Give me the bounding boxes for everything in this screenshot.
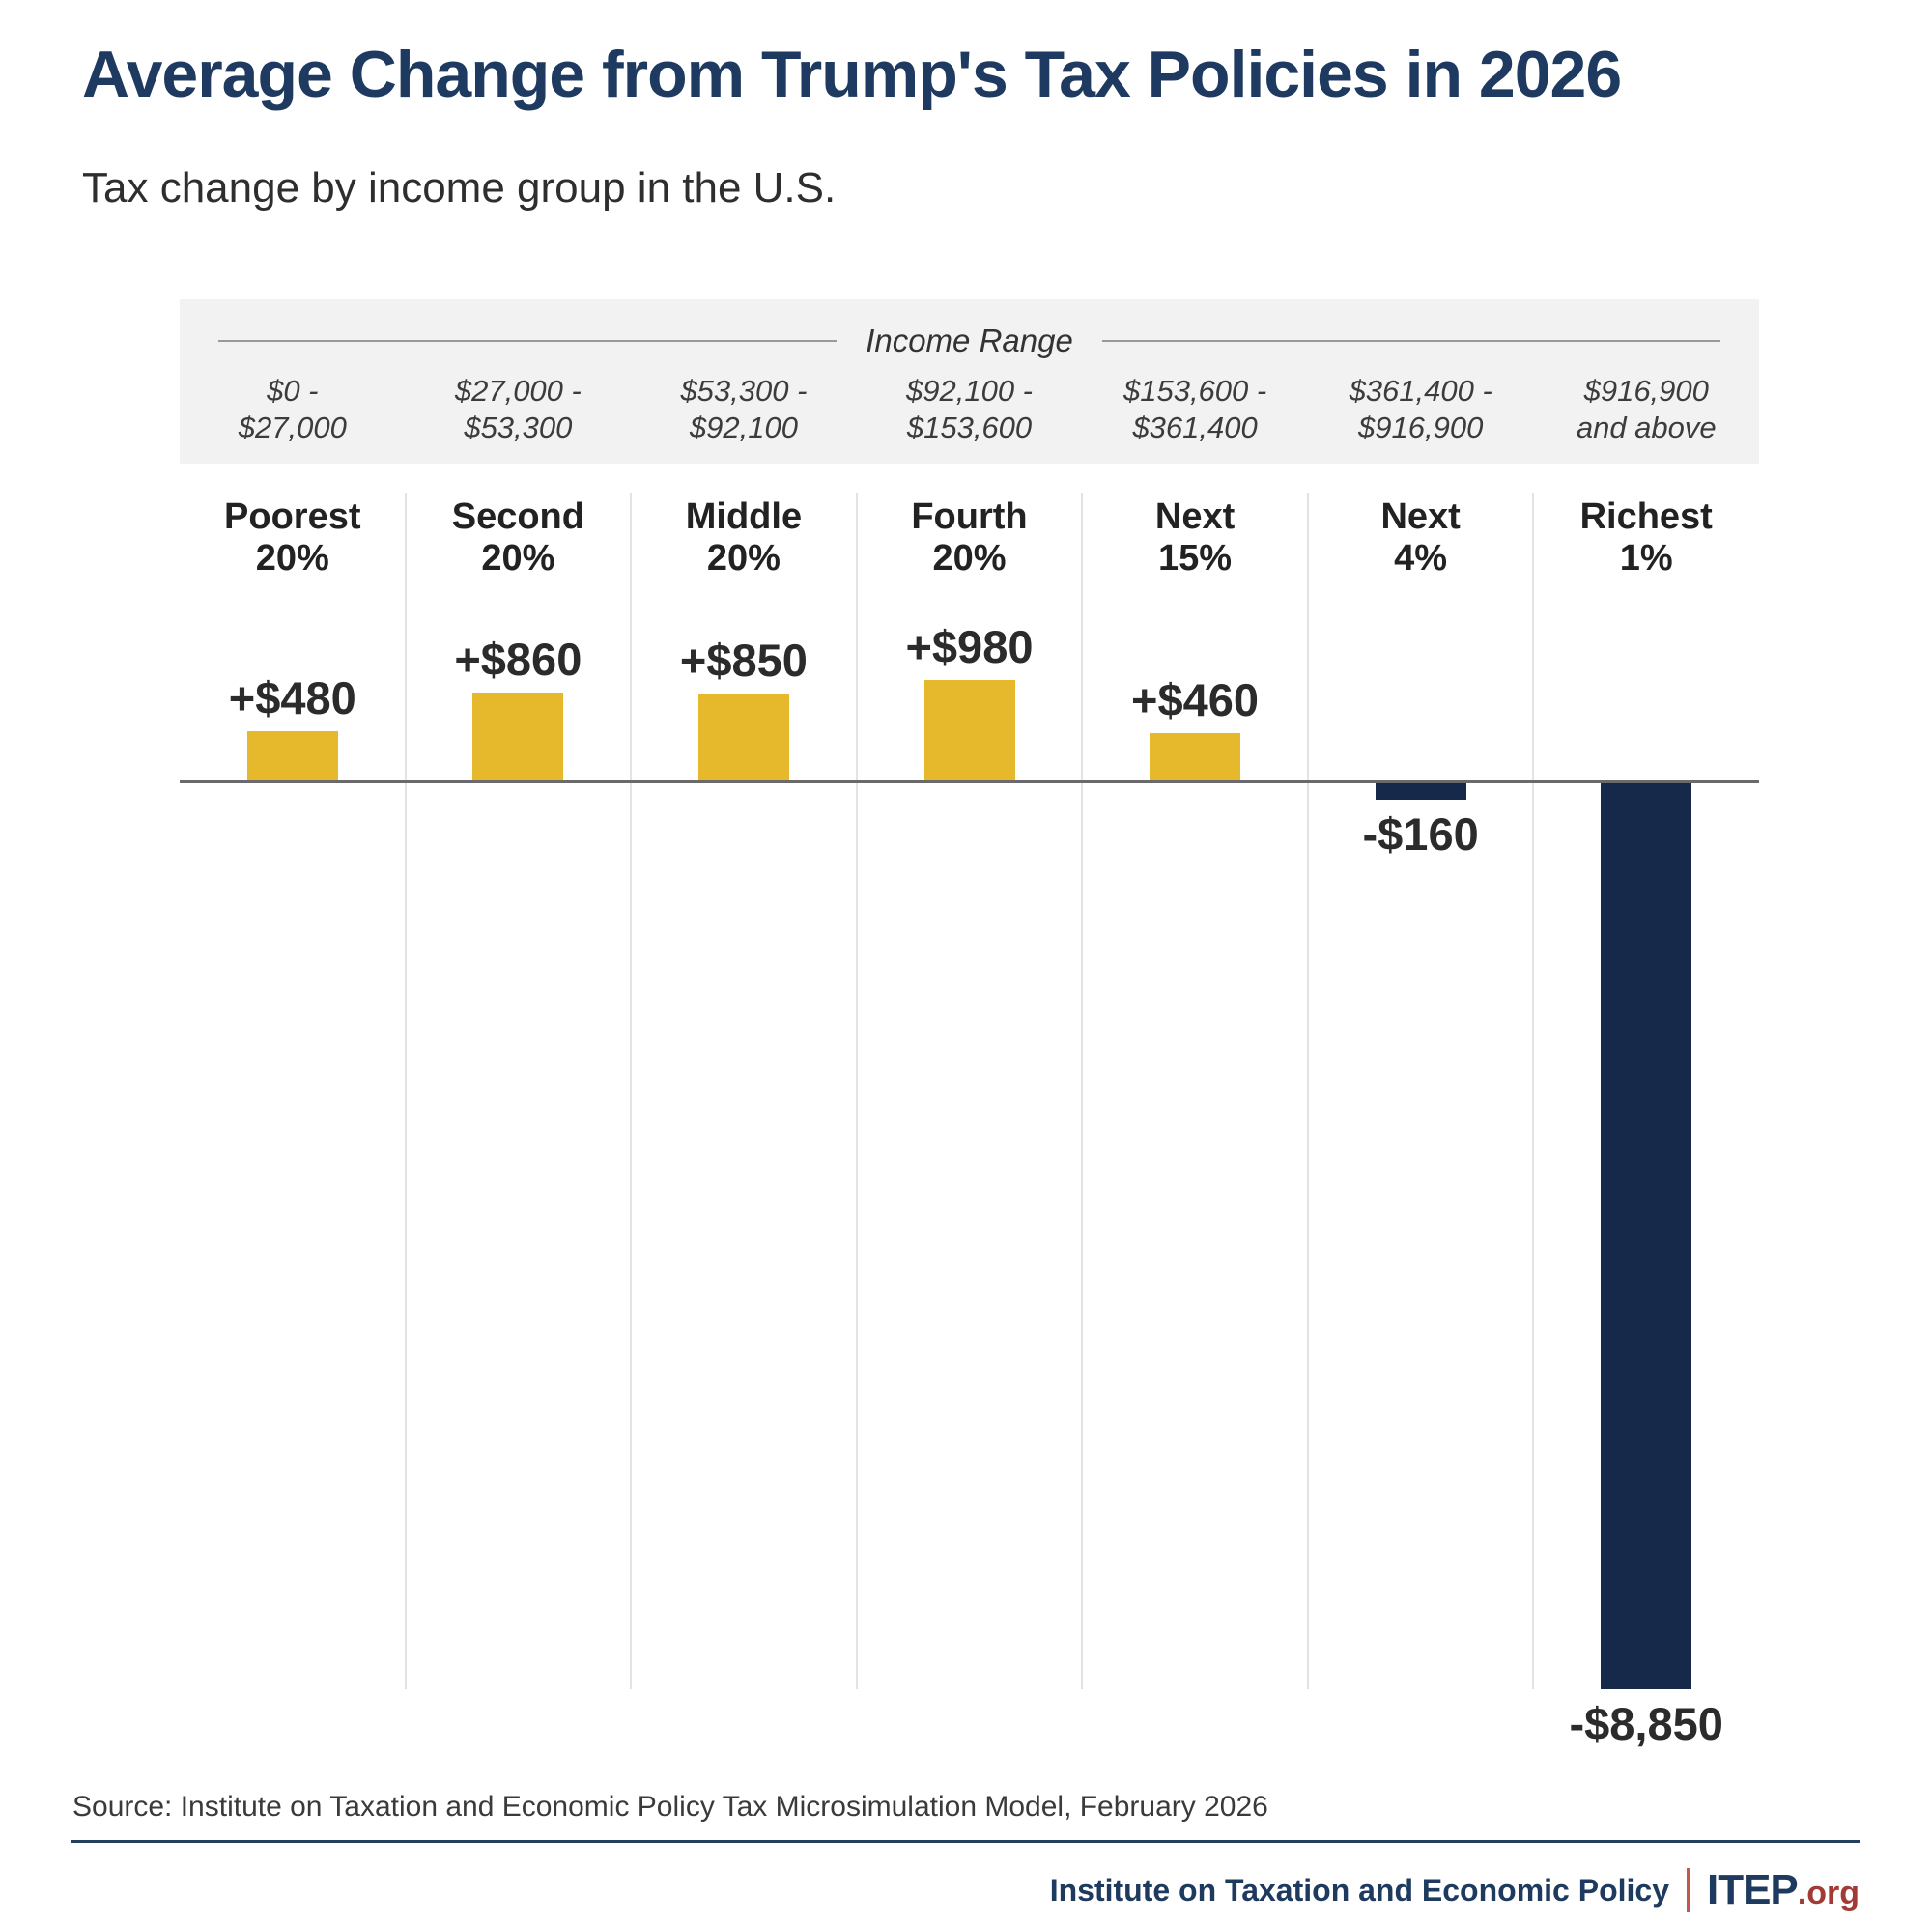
footer-branding: Institute on Taxation and Economic Polic… <box>1050 1866 1860 1914</box>
income-range-cell: $27,000 - $53,300 <box>454 374 582 444</box>
income-range-cell: $153,600 - $361,400 <box>1122 374 1267 444</box>
itep-logo-suffix: .org <box>1797 1875 1860 1911</box>
income-range-label: Income Range <box>866 323 1073 358</box>
bar-value-label: +$460 <box>1131 674 1260 725</box>
footer-org-name: Institute on Taxation and Economic Polic… <box>1049 1872 1669 1908</box>
footer-rule <box>71 1840 1860 1843</box>
source-note: Source: Institute on Taxation and Econom… <box>72 1791 1268 1823</box>
group-label: Fourth 20% <box>911 496 1028 579</box>
group-label: Richest 1% <box>1579 496 1713 579</box>
rule-left <box>218 340 838 342</box>
bar-value-label: +$850 <box>679 635 808 686</box>
income-range-band: Income Range $0 - $27,000 $27,000 - $53,3… <box>180 299 1759 464</box>
column-divider <box>630 493 633 1689</box>
bar-value-label: +$980 <box>905 621 1034 672</box>
bar-negative <box>1601 783 1692 1689</box>
group-label: Second 20% <box>451 496 584 579</box>
column-divider <box>404 493 407 1689</box>
zero-axis-line <box>180 780 1759 783</box>
column-divider <box>1081 493 1084 1689</box>
income-range-cell: $0 - $27,000 <box>238 374 347 444</box>
income-range-header: Income Range <box>180 299 1759 359</box>
bar-positive <box>697 694 789 780</box>
column-divider <box>855 493 858 1689</box>
rule-right <box>1101 340 1721 342</box>
bar-value-label: +$480 <box>228 672 356 723</box>
income-range-row: $0 - $27,000 $27,000 - $53,300 $53,300 - $… <box>180 373 1759 446</box>
bar-positive <box>472 693 564 780</box>
income-range-cell: $92,100 - $153,600 <box>906 374 1034 444</box>
bar-negative <box>1375 783 1466 800</box>
group-label: Middle 20% <box>685 496 803 579</box>
income-range-cell: $53,300 - $92,100 <box>680 374 808 444</box>
bar-value-label: -$8,850 <box>1569 1698 1723 1749</box>
bar-positive <box>246 731 338 780</box>
bar-chart-plot: Poorest 20% +$480 Second 20% +$860 Middle 20… <box>180 493 1759 1749</box>
page-subtitle: Tax change by income group in the U.S. <box>82 164 837 212</box>
income-range-cell: $361,400 - $916,900 <box>1349 374 1492 444</box>
group-label: Next 4% <box>1380 496 1461 579</box>
bar-value-label: +$860 <box>454 634 582 685</box>
group-label: Poorest 20% <box>224 496 361 579</box>
page-title: Average Change from Trump's Tax Policies… <box>82 38 1622 111</box>
itep-logo-text: ITEP <box>1706 1866 1799 1913</box>
bar-positive <box>1150 733 1241 780</box>
footer-separator <box>1686 1868 1690 1912</box>
column-divider <box>1306 493 1309 1689</box>
itep-logo: ITEP .org <box>1707 1866 1860 1914</box>
income-range-cell: $916,900 and above <box>1576 374 1717 444</box>
group-label: Next 15% <box>1154 496 1236 579</box>
bar-positive <box>923 680 1015 780</box>
column-divider <box>1532 493 1535 1689</box>
bar-value-label: -$160 <box>1362 808 1479 860</box>
